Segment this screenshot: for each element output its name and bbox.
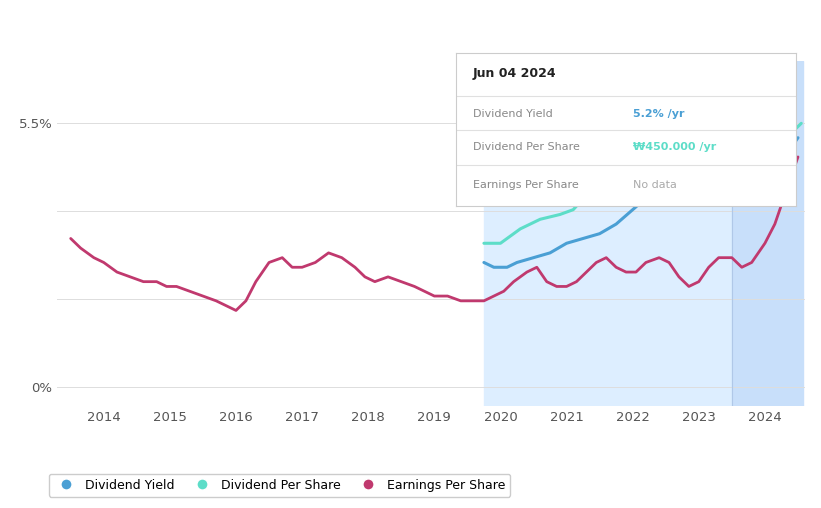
Text: Past: Past [735, 96, 759, 109]
Text: Jun 04 2024: Jun 04 2024 [473, 67, 557, 80]
Text: 5.2% /yr: 5.2% /yr [633, 109, 685, 119]
Bar [484, 61, 732, 406]
Legend: Dividend Yield, Dividend Per Share, Earnings Per Share: Dividend Yield, Dividend Per Share, Earn… [48, 474, 510, 497]
Text: Dividend Yield: Dividend Yield [473, 109, 553, 119]
Text: ₩450.000 /yr: ₩450.000 /yr [633, 142, 716, 152]
Text: Earnings Per Share: Earnings Per Share [473, 180, 579, 190]
Text: Dividend Per Share: Dividend Per Share [473, 142, 580, 152]
Bar [732, 61, 803, 406]
Text: No data: No data [633, 180, 677, 190]
